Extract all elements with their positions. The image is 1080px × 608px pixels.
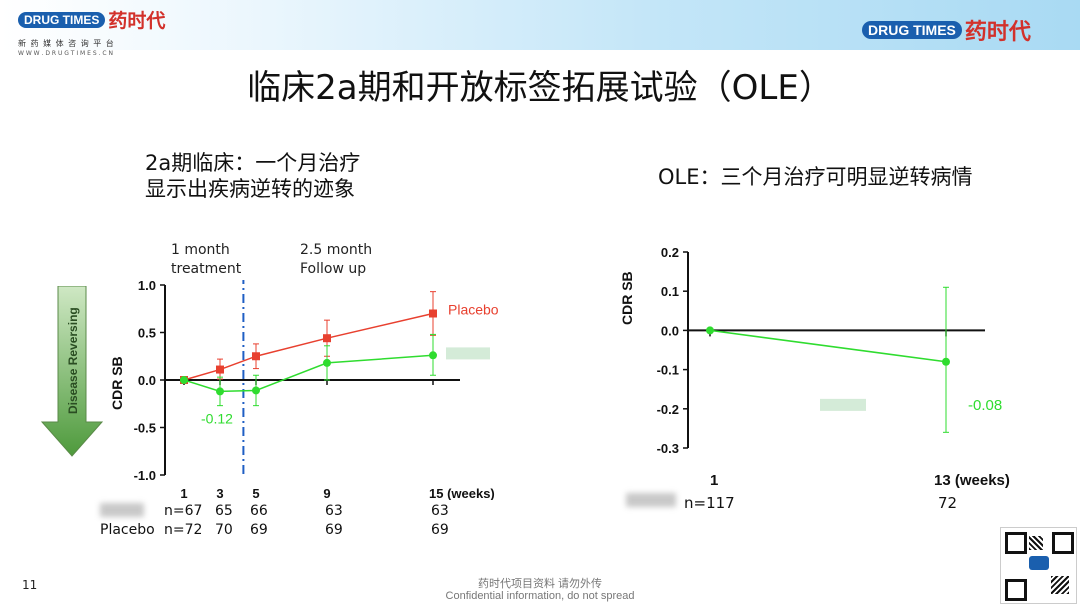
page-number: 11 <box>22 578 38 592</box>
data-point <box>216 365 224 374</box>
data-point <box>216 387 224 396</box>
disease-reversing-arrow: Disease Reversing <box>40 286 104 457</box>
y-tick-label: 0.2 <box>661 245 679 260</box>
treatment-window-label: 1 month treatment <box>171 242 242 277</box>
followup-label: 2.5 month Follow up <box>300 242 373 277</box>
y-tick-label: 0.0 <box>138 373 156 388</box>
y-tick-label: -1.0 <box>134 468 156 483</box>
n-cell: 70 <box>215 522 233 538</box>
y-tick-label: -0.2 <box>657 402 679 417</box>
n-cell: 69 <box>431 522 449 538</box>
n-cell: 66 <box>250 503 268 519</box>
data-point <box>429 309 437 318</box>
data-point <box>323 334 331 343</box>
left-n-table: Placebo n=67 65 66 63 63 n=72 70 69 69 6… <box>100 502 540 542</box>
x-tick-label: 15 (weeks) <box>429 486 495 500</box>
logo-left: DRUG TIMES 药时代 <box>18 6 165 33</box>
y-tick-label: 0.0 <box>661 323 679 338</box>
footer-line2: Confidential information, do not spread <box>445 590 635 602</box>
qr-pattern <box>1051 576 1069 594</box>
value-annotation: -0.08 <box>968 397 1002 414</box>
n-cell: 63 <box>325 503 343 519</box>
data-point <box>942 357 950 366</box>
logo-badge: DRUG TIMES <box>18 12 106 28</box>
arrow-label: Disease Reversing <box>66 307 80 414</box>
data-point <box>706 326 714 335</box>
n-cell: 65 <box>215 503 233 519</box>
logo-cn-text: 药时代 <box>108 10 166 32</box>
x-tick-label: 1 <box>710 472 718 489</box>
right-chart: 0.2 0.1 0.0 -0.1 -0.2 -0.3 1 13 (weeks) CDR SB -0… <box>619 245 1010 489</box>
qr-finder <box>1005 579 1027 601</box>
slide-title: 临床2a期和开放标签拓展试验（OLE） <box>247 68 833 108</box>
x-tick-label: 13 (weeks) <box>934 472 1010 489</box>
data-point <box>252 386 260 395</box>
y-tick-label: 1.0 <box>138 280 156 293</box>
y-tick-label: 0.5 <box>138 326 156 341</box>
data-point <box>180 376 188 384</box>
y-tick-label: 0.1 <box>661 284 679 299</box>
qr-pattern <box>1029 536 1043 550</box>
logo-badge: DRUG TIMES <box>862 20 962 39</box>
qr-code <box>1000 527 1077 604</box>
blurred-series-label <box>446 347 490 360</box>
data-point <box>252 352 260 361</box>
n-cell: 69 <box>325 522 343 538</box>
x-tick-label: 9 <box>323 486 330 500</box>
logo-url: W W W . D R U G T I M E S . C N <box>18 50 113 57</box>
y-axis-title: CDR SB <box>109 356 125 410</box>
y-tick-label: -0.3 <box>657 441 679 456</box>
left-chart: 1.0 0.5 0.0 -0.5 -1.0 1 3 5 9 15 (weeks) CDR SB Pla… <box>109 280 499 500</box>
left-subtitle-line1: 2a期临床：一个月治疗 <box>145 151 361 175</box>
value-annotation: -0.12 <box>201 410 233 426</box>
x-tick-label: 1 <box>180 486 187 500</box>
n-cell: 72 <box>938 494 958 512</box>
blurred-label <box>100 503 144 517</box>
x-tick-label: 5 <box>252 486 259 500</box>
data-point <box>429 351 437 360</box>
qr-finder <box>1005 532 1027 554</box>
n-cell: 69 <box>250 522 268 538</box>
y-tick-label: -0.1 <box>657 363 679 378</box>
logo-cn-text: 药时代 <box>964 20 1031 45</box>
footer-line1: 药时代项目资料 请勿外传 <box>477 578 603 590</box>
blurred-label <box>626 493 676 507</box>
left-subtitle-line2: 显示出疾病逆转的迹象 <box>145 177 355 201</box>
blurred-series-label <box>820 398 866 411</box>
series-line-0 <box>709 329 947 363</box>
n-cell: n=117 <box>684 494 735 512</box>
x-tick-label: 3 <box>216 486 223 500</box>
right-subtitle: OLE：三个月治疗可明显逆转病情 <box>658 165 973 189</box>
logo-right: DRUG TIMES 药时代 <box>862 14 1031 46</box>
n-cell: n=67 <box>164 503 203 519</box>
logo-tagline: 新 药 媒 体 咨 询 平 台 <box>18 39 115 48</box>
y-axis-title: CDR SB <box>619 271 635 325</box>
n-row-label-placebo: Placebo <box>100 522 155 538</box>
qr-finder <box>1052 532 1074 554</box>
qr-logo <box>1029 556 1049 570</box>
series-label-placebo: Placebo <box>448 302 499 318</box>
n-cell: n=72 <box>164 522 203 538</box>
y-tick-label: -0.5 <box>134 421 156 436</box>
n-cell: 63 <box>431 503 449 519</box>
data-point <box>323 358 331 367</box>
